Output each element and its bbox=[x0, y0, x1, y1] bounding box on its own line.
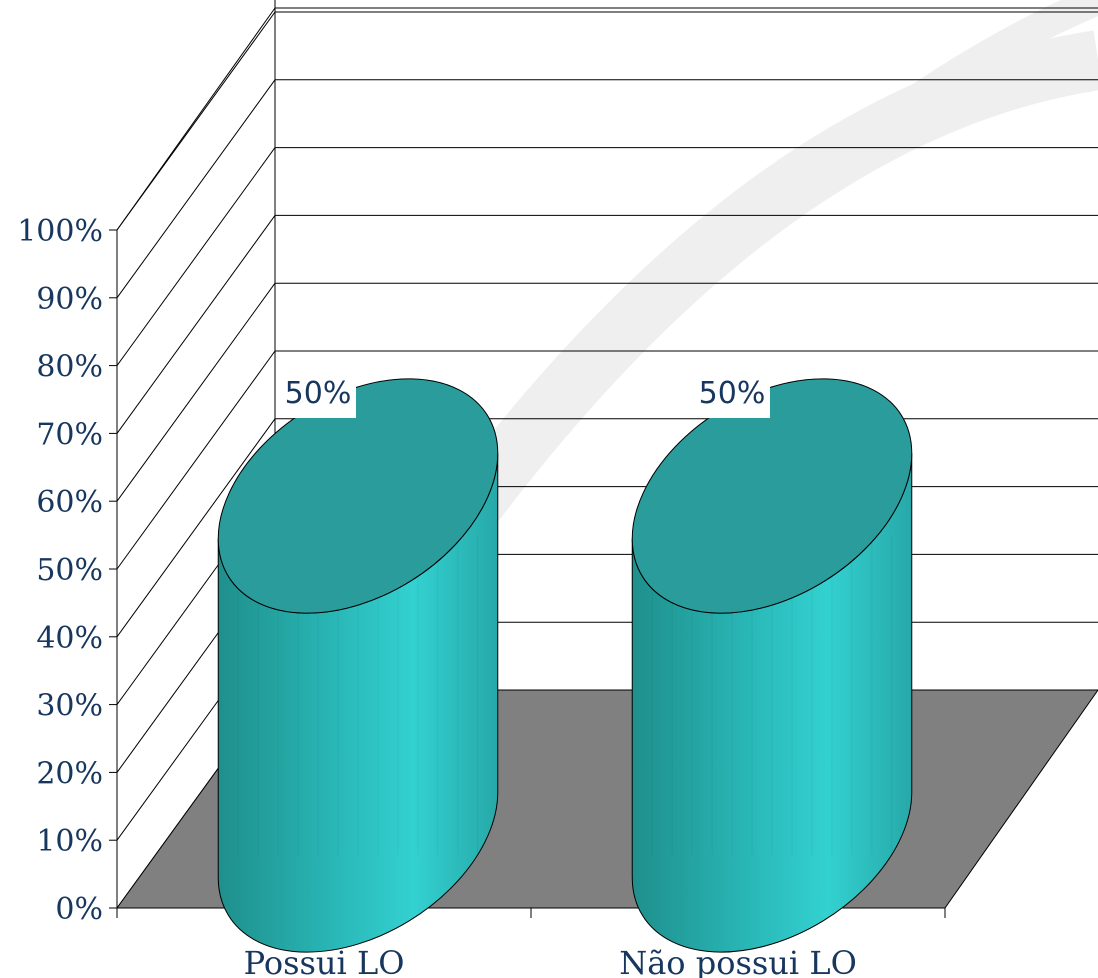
y-tick-label: 50% bbox=[36, 553, 103, 588]
x-axis: Possui LO Não possui LO bbox=[116, 907, 946, 978]
data-label: 50% bbox=[694, 368, 770, 418]
side-wall-top-edge bbox=[116, 7, 276, 231]
gridline-side bbox=[116, 282, 276, 502]
y-tick-label: 80% bbox=[36, 350, 103, 385]
side-wall bbox=[116, 7, 276, 909]
data-label-value: 50% bbox=[699, 376, 766, 411]
data-label: 50% bbox=[280, 368, 356, 418]
bar-cylinder bbox=[217, 378, 499, 953]
y-tick-label: 0% bbox=[55, 892, 103, 927]
gridline-side bbox=[116, 215, 276, 434]
data-label-box bbox=[280, 368, 356, 418]
y-tick-label: 20% bbox=[36, 756, 103, 791]
bar-cylinder bbox=[631, 378, 913, 953]
y-tick-label: 10% bbox=[36, 824, 103, 859]
gridline-side bbox=[116, 418, 276, 638]
bars bbox=[217, 378, 913, 953]
y-tick-label: 60% bbox=[36, 485, 103, 520]
y-tick-label: 30% bbox=[36, 689, 103, 724]
y-tick-label: 70% bbox=[36, 417, 103, 452]
y-axis: 0% 10% 20% 30% 40% 50% 60% 70% 80% 90% 100% bbox=[17, 214, 118, 927]
data-labels: 50% 50% bbox=[280, 368, 770, 418]
y-tick-label: 90% bbox=[36, 282, 103, 317]
data-label-value: 50% bbox=[285, 376, 352, 411]
gridline-side bbox=[116, 147, 276, 366]
gridline-side bbox=[116, 350, 276, 570]
gridline-side bbox=[116, 79, 276, 299]
y-tick-label: 100% bbox=[17, 214, 103, 249]
data-label-box bbox=[694, 368, 770, 418]
y-tick-label: 40% bbox=[36, 621, 103, 656]
